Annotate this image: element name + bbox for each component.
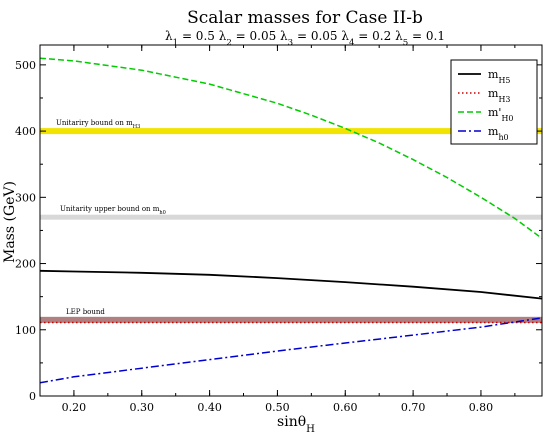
- legend-label-0: mH5: [488, 68, 510, 85]
- plot-frame: [39, 44, 543, 397]
- y-tick-label-1: 100: [15, 324, 36, 337]
- y-tick-label-5: 500: [15, 59, 36, 72]
- plot-border: [39, 44, 543, 397]
- chart-subtitle: λ1 = 0.5 λ2 = 0.05 λ3 = 0.05 λ4 = 0.2 λ5…: [165, 29, 445, 48]
- series-lines: [39, 57, 543, 384]
- y-tick-label-3: 300: [15, 191, 36, 204]
- legend: mH5 mH3 m'H0 mh0: [450, 59, 538, 145]
- y-tick-label-0: 0: [29, 390, 36, 403]
- x-tick-label-5: 0.70: [401, 401, 426, 414]
- series-line-2: [39, 57, 543, 240]
- series-line-0: [39, 269, 543, 300]
- x-axis-label: sinθH: [277, 414, 315, 433]
- band-label-1: Unitarity upper bound on mh0: [60, 205, 166, 216]
- y-axis-label: Mass (GeV): [2, 181, 18, 263]
- x-tick-label-2: 0.40: [197, 401, 222, 414]
- band-0: [40, 128, 542, 135]
- band-label-0: Unitariry bound on mH3: [56, 119, 140, 130]
- y-tick-label-2: 200: [15, 258, 36, 271]
- legend-label-1: mH3: [488, 87, 510, 104]
- bound-bands: Unitariry bound on mH3 Unitarity upper bo…: [40, 119, 542, 323]
- series-line-3: [39, 317, 543, 384]
- legend-label-2: m'H0: [488, 106, 513, 123]
- y-tick-label-4: 400: [15, 125, 36, 138]
- x-tick-label-3: 0.50: [265, 401, 290, 414]
- axis-ticks: 0.20 0.30 0.40 0.50 0.60 0.70 0.80 0 100 200 300 40…: [15, 45, 542, 414]
- x-tick-label-1: 0.30: [130, 401, 155, 414]
- x-tick-label-6: 0.80: [469, 401, 494, 414]
- band-2: [40, 316, 542, 323]
- band-label-2: LEP bound: [66, 308, 105, 316]
- legend-label-3: mh0: [488, 125, 509, 142]
- x-tick-label-0: 0.20: [62, 401, 87, 414]
- x-tick-label-4: 0.60: [333, 401, 358, 414]
- chart-title: Scalar masses for Case II-b: [187, 8, 423, 28]
- band-1: [40, 214, 542, 220]
